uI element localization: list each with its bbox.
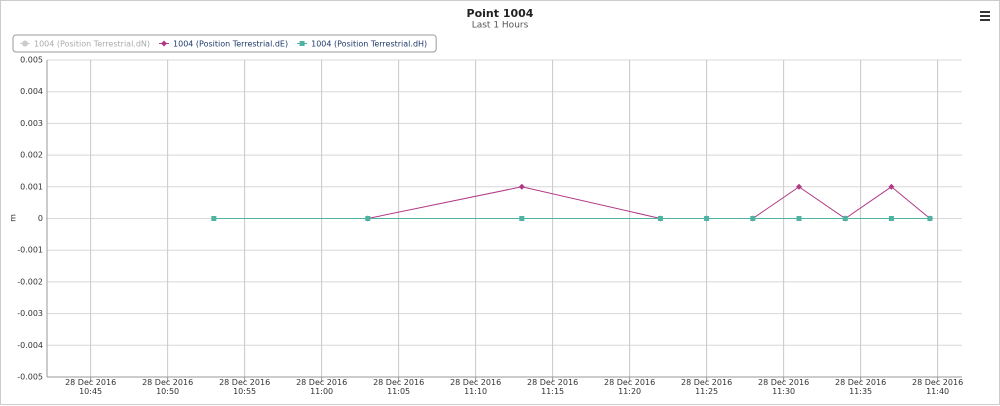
marker xyxy=(365,216,371,221)
marker xyxy=(842,216,848,221)
x-tick-label: 28 Dec 2016 11:30 xyxy=(758,378,810,396)
y-tick-label: 0.002 xyxy=(20,151,43,160)
x-tick-label: 28 Dec 2016 11:15 xyxy=(527,378,579,396)
marker xyxy=(519,216,525,221)
chart-title: Point 1004 xyxy=(467,7,534,20)
legend-marker xyxy=(22,40,28,47)
legend-label: 1004 (Position Terrestrial.dE) xyxy=(173,40,288,49)
marker xyxy=(518,183,525,190)
marker xyxy=(211,216,217,221)
legend-box xyxy=(12,34,437,53)
legend-marker xyxy=(161,40,168,47)
x-tick-label: 28 Dec 2016 11:20 xyxy=(604,378,656,396)
marker xyxy=(927,216,933,221)
menu-button[interactable] xyxy=(978,9,992,23)
y-tick-label: -0.003 xyxy=(17,309,43,318)
x-tick-label: 28 Dec 2016 11:00 xyxy=(296,378,348,396)
y-tick-label: -0.005 xyxy=(17,373,43,382)
marker xyxy=(796,216,802,221)
x-tick-label: 28 Dec 2016 10:50 xyxy=(142,378,194,396)
y-tick-label: -0.004 xyxy=(17,341,43,350)
y-tick-label: 0.003 xyxy=(20,119,43,128)
x-tick-label: 28 Dec 2016 10:45 xyxy=(65,378,117,396)
x-tick-label: 28 Dec 2016 10:55 xyxy=(219,378,271,396)
x-tick-label: 28 Dec 2016 11:40 xyxy=(912,378,964,396)
legend-item[interactable]: 1004 (Position Terrestrial.dE) xyxy=(159,40,288,49)
y-tick-label: 0.004 xyxy=(20,87,43,96)
legend-label: 1004 (Position Terrestrial.dN) xyxy=(34,40,150,49)
marker xyxy=(657,216,663,221)
x-tick-label: 28 Dec 2016 11:10 xyxy=(450,378,502,396)
y-axis-title: m xyxy=(9,214,18,222)
legend-item[interactable]: 1004 (Position Terrestrial.dN) xyxy=(20,40,150,49)
x-tick-label: 28 Dec 2016 11:35 xyxy=(835,378,887,396)
marker xyxy=(888,216,894,221)
marker xyxy=(888,183,895,190)
legend: 1004 (Position Terrestrial.dN) 1004 (Posi… xyxy=(12,34,437,53)
y-tick-label: 0.001 xyxy=(20,182,43,191)
y-tick-label: -0.002 xyxy=(17,277,43,286)
y-tick-label: -0.001 xyxy=(17,246,43,255)
marker xyxy=(796,183,803,190)
legend-item[interactable]: 1004 (Position Terrestrial.dH) xyxy=(297,40,427,49)
marker xyxy=(750,216,756,221)
chart-subtitle: Last 1 Hours xyxy=(472,21,529,31)
y-tick-label: 0 xyxy=(38,214,43,223)
y-tick-label: 0.005 xyxy=(20,56,43,65)
marker xyxy=(704,216,710,221)
legend-label: 1004 (Position Terrestrial.dH) xyxy=(311,40,427,49)
x-tick-label: 28 Dec 2016 11:05 xyxy=(373,378,425,396)
legend-marker xyxy=(299,41,305,46)
x-tick-label: 28 Dec 2016 11:25 xyxy=(681,378,733,396)
